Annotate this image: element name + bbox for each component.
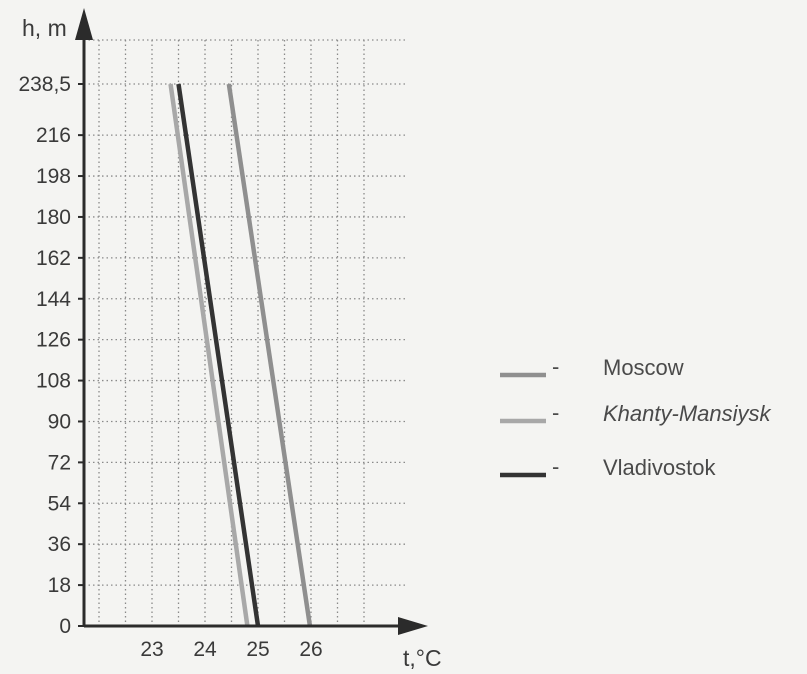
series-line-moscow — [226, 83, 313, 627]
y-tick-label: 180 — [36, 206, 71, 229]
y-tick-label: 90 — [48, 410, 71, 433]
y-axis-label: h, m — [22, 15, 67, 41]
legend-dash: - — [552, 400, 559, 425]
y-tick-label: 198 — [36, 165, 71, 188]
series-lines — [168, 83, 313, 627]
y-tick-label: 238,5 — [18, 73, 71, 96]
series-line-vladivostok — [176, 83, 261, 627]
x-axis-arrow-icon — [398, 617, 428, 635]
x-tick-label: 25 — [246, 638, 269, 661]
x-tick-label: 26 — [299, 638, 322, 661]
y-tick-label: 108 — [36, 370, 71, 393]
y-tick-label: 162 — [36, 247, 71, 270]
y-tick-label: 0 — [59, 615, 71, 638]
axes — [75, 8, 428, 635]
y-tick-label: 144 — [36, 288, 71, 311]
x-axis-label: t,°C — [403, 645, 442, 671]
y-axis-arrow-icon — [75, 8, 93, 40]
legend-label: Moscow — [603, 355, 684, 380]
legend: - Moscow - Khanty-Mansiysk - Vladivostok — [500, 354, 772, 480]
grid — [84, 39, 408, 626]
x-tick-label: 23 — [140, 638, 163, 661]
legend-label: Vladivostok — [603, 455, 717, 480]
y-tick-label: 216 — [36, 124, 71, 147]
series-line-khanty-mansiysk — [168, 83, 250, 627]
x-tick-label: 24 — [193, 638, 217, 661]
y-tick-label: 72 — [48, 451, 71, 474]
y-tick-label: 18 — [48, 574, 71, 597]
y-tick-label: 54 — [48, 492, 72, 515]
y-tick-label: 36 — [48, 533, 71, 556]
legend-dash: - — [552, 454, 559, 479]
tick-labels: 0 18 36 54 72 90 108 126 144 162 180 198 216 238,5 23 2… — [18, 73, 322, 661]
legend-dash: - — [552, 354, 559, 379]
y-tick-label: 126 — [36, 329, 71, 352]
legend-label: Khanty-Mansiysk — [603, 401, 772, 426]
